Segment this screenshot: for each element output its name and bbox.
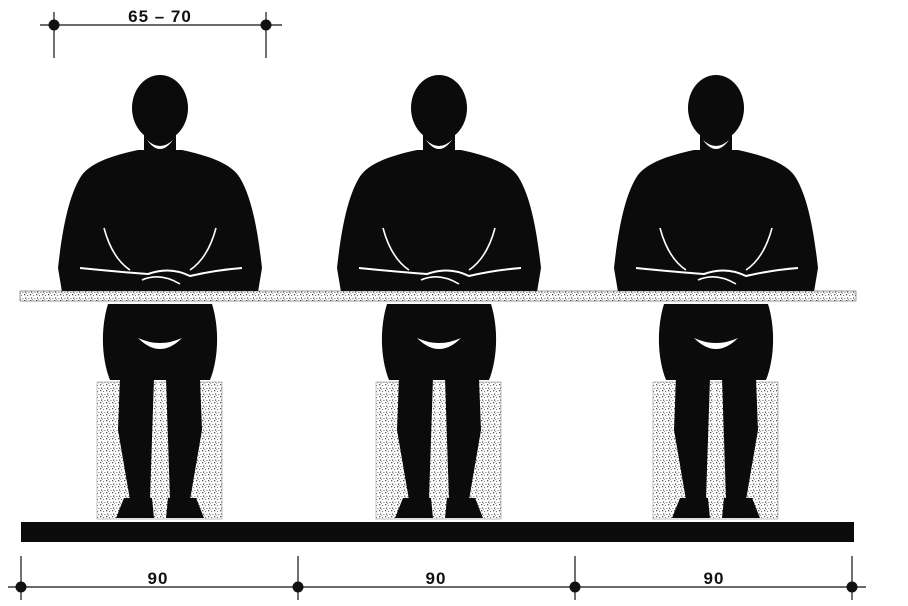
floor-bar	[21, 522, 854, 542]
bottom-dimension: 90 90 90	[8, 556, 866, 600]
dimension-label: 90	[426, 569, 447, 588]
top-dimension-label: 65 – 70	[128, 7, 192, 26]
dimension-label: 90	[148, 569, 169, 588]
top-dimension: 65 – 70	[40, 7, 282, 58]
counter-top	[19, 290, 857, 302]
dimension-label: 90	[704, 569, 725, 588]
